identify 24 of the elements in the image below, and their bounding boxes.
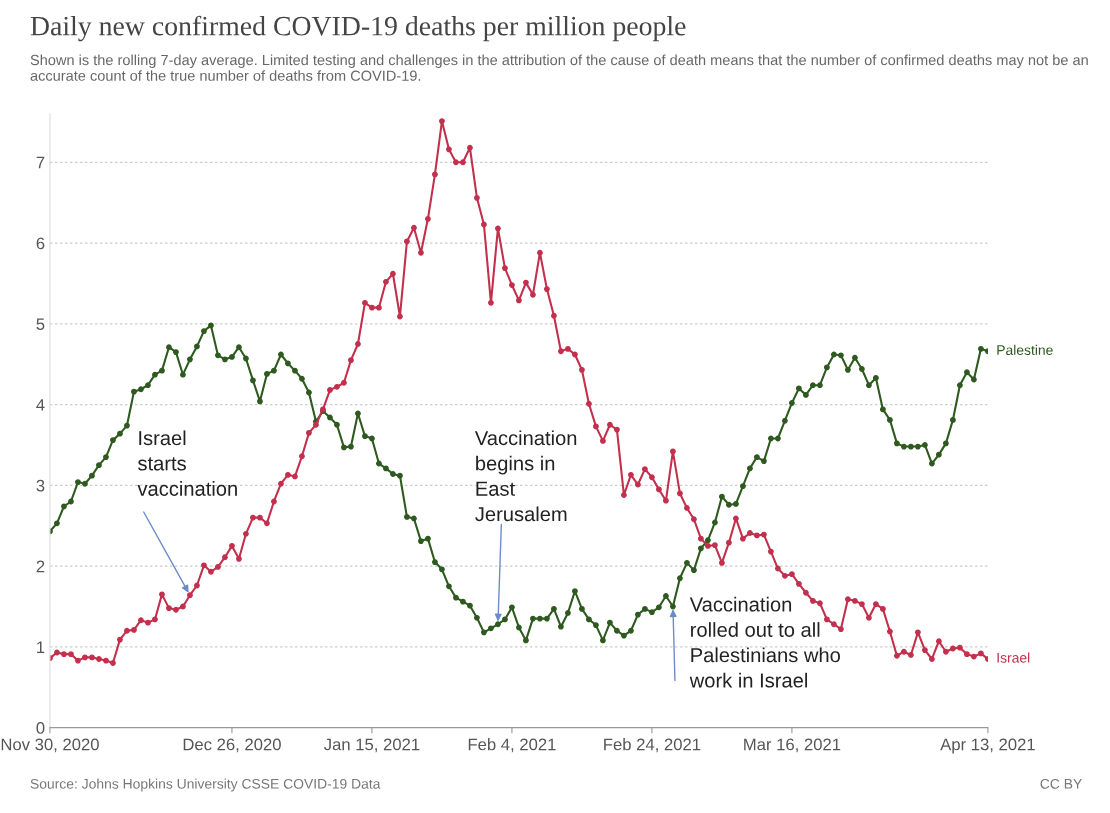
y-tick-label: 0: [36, 722, 45, 734]
x-tick-label: Mar 16, 2021: [744, 738, 841, 753]
chart-title: Daily new confirmed COVID-19 deaths per million people: [30, 15, 686, 42]
text: CC BY: [1040, 778, 1082, 789]
x-tick-label: Feb 24, 2021: [604, 738, 701, 753]
annotation: Israel starts vaccination: [137, 430, 237, 496]
x-tick-label: Jan 15, 2021: [324, 738, 420, 753]
x-tick-label: Nov 30, 2020: [1, 738, 99, 753]
series-label: Palestine: [997, 344, 1053, 355]
x-tick-label: Apr 13, 2021: [940, 738, 1035, 754]
y-tick-label: 2: [36, 560, 45, 573]
series-label: Israel: [997, 652, 1030, 663]
y-tick-label: 1: [37, 641, 45, 653]
y-tick-label: 7: [36, 156, 45, 169]
annotation: Vaccination rolled out to all Palestinians who work in Israel: [689, 596, 840, 688]
chart-subtitle: Shown is the rolling 7-day average. Limited testing and challenges in the attribution of the cause of death means that the number of confirmed deaths may not be an accurate count of the true number of deaths from COVID-19.: [30, 54, 1088, 81]
y-tick-label: 6: [36, 237, 45, 250]
x-tick-label: Feb 4, 2021: [468, 738, 556, 753]
y-tick-label: 3: [36, 479, 45, 492]
annotation: Vaccination begins in East Jerusalem: [474, 430, 577, 522]
x-tick-label: Dec 26, 2020: [183, 738, 281, 753]
y-tick-label: 5: [36, 318, 45, 331]
y-tick-label: 4: [36, 399, 45, 411]
source-note: Source: Johns Hopkins University CSSE COVID-19 Data: [30, 778, 381, 792]
